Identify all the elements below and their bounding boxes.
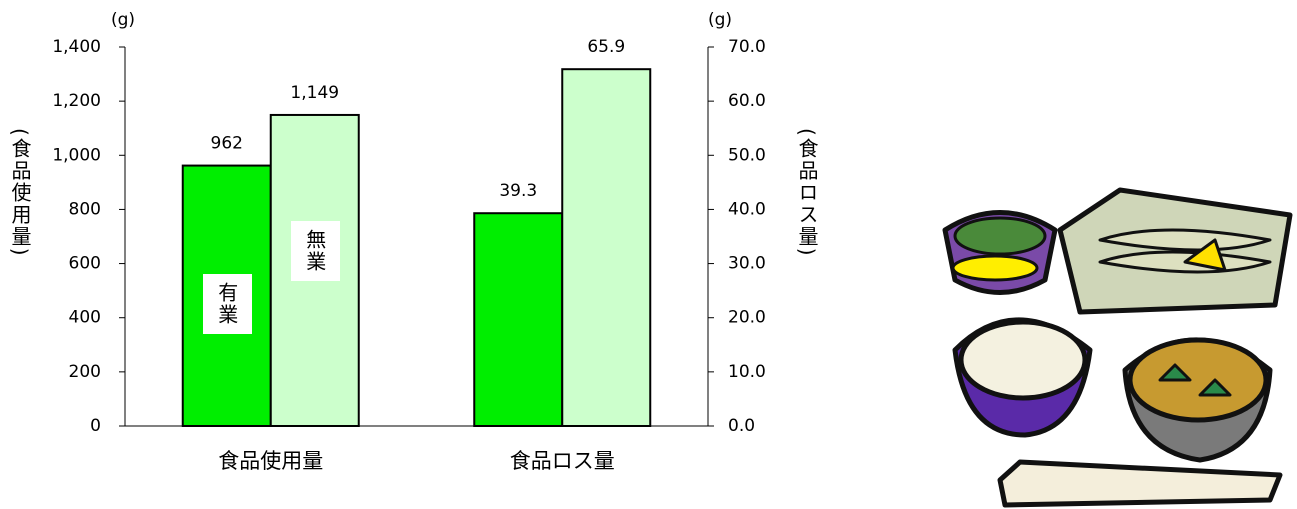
y-tick-label: 1,000 xyxy=(52,145,101,165)
y2-tick-label: 50.0 xyxy=(728,145,766,165)
y-tick-label: 400 xyxy=(69,308,101,328)
y2-unit: (g) xyxy=(708,10,732,30)
y-tick-label: 1,200 xyxy=(52,91,101,111)
y2-tick-label: 10.0 xyxy=(728,362,766,382)
y2-tick-label: 20.0 xyxy=(728,308,766,328)
value-label: 39.3 xyxy=(499,181,537,201)
y-unit: (g) xyxy=(111,10,135,30)
bar xyxy=(561,68,652,427)
y2-tick-label: 60.0 xyxy=(728,91,766,111)
y-tick-label: 800 xyxy=(69,199,101,219)
legend-label: 無業 xyxy=(290,220,340,281)
food-illustration xyxy=(942,187,1293,508)
value-label: 1,149 xyxy=(290,83,339,103)
y2-tick-label: 70.0 xyxy=(728,37,766,57)
y-axis-label: (食品使用量) xyxy=(8,128,32,258)
y2-tick-label: 30.0 xyxy=(728,254,766,274)
y2-tick-label: 40.0 xyxy=(728,199,766,219)
value-label: 65.9 xyxy=(587,37,625,57)
y2-tick-label: 0.0 xyxy=(728,416,755,436)
legend-label: 有業 xyxy=(202,274,252,335)
y-tick-label: 0 xyxy=(90,416,101,436)
x-tick-label: 食品ロス量 xyxy=(510,449,615,473)
y-tick-label: 1,400 xyxy=(52,37,101,57)
y-tick-label: 600 xyxy=(69,254,101,274)
bar xyxy=(473,212,564,427)
y2-axis-label: (食品ロス量) xyxy=(795,128,819,258)
x-tick-label: 食品使用量 xyxy=(218,449,323,473)
y-tick-label: 200 xyxy=(69,362,101,382)
value-label: 962 xyxy=(211,134,243,154)
